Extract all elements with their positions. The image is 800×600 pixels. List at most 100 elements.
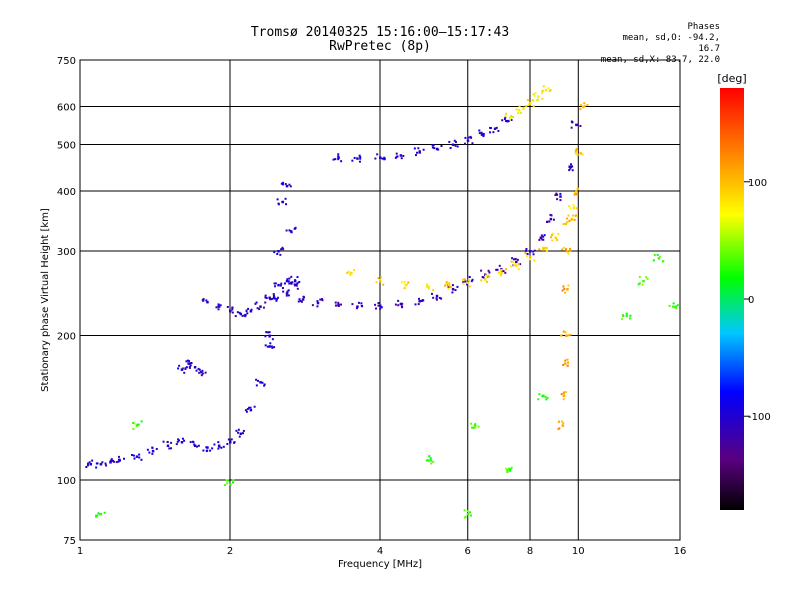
data-point bbox=[435, 294, 439, 298]
data-point-jitter bbox=[550, 214, 553, 217]
data-point-jitter bbox=[430, 459, 433, 462]
data-point-jitter bbox=[549, 213, 552, 216]
data-point-jitter bbox=[422, 148, 425, 151]
data-point-jitter bbox=[347, 270, 350, 273]
data-point-jitter bbox=[274, 285, 277, 288]
data-point-jitter bbox=[414, 154, 417, 157]
data-point bbox=[515, 264, 518, 267]
data-point-jitter bbox=[656, 253, 659, 256]
data-point-jitter bbox=[351, 159, 354, 162]
data-point-jitter bbox=[287, 289, 290, 292]
data-point-jitter bbox=[425, 459, 428, 462]
data-point-jitter bbox=[467, 136, 470, 139]
data-point bbox=[193, 444, 197, 448]
data-point-jitter bbox=[414, 303, 417, 306]
data-point-jitter bbox=[213, 443, 216, 446]
data-point-jitter bbox=[447, 287, 450, 290]
data-point-jitter bbox=[572, 207, 575, 210]
data-point-jitter bbox=[248, 406, 251, 409]
data-point-jitter bbox=[574, 152, 577, 155]
data-point-jitter bbox=[502, 270, 505, 273]
data-point-jitter bbox=[471, 278, 474, 281]
data-point-jitter bbox=[229, 439, 232, 442]
data-point-jitter bbox=[351, 303, 354, 306]
data-point-jitter bbox=[582, 106, 585, 109]
data-point-jitter bbox=[497, 271, 500, 274]
data-point-jitter bbox=[469, 135, 472, 138]
data-point-jitter bbox=[131, 453, 134, 456]
data-point-jitter bbox=[517, 268, 520, 271]
data-point bbox=[625, 314, 629, 318]
data-point-jitter bbox=[583, 104, 586, 107]
data-point-jitter bbox=[117, 458, 120, 461]
data-point bbox=[566, 220, 569, 224]
data-point-jitter bbox=[166, 441, 169, 444]
y-tick-label: 400 bbox=[57, 187, 76, 198]
data-point-jitter bbox=[481, 275, 484, 278]
data-point-jitter bbox=[151, 446, 154, 449]
data-point-jitter bbox=[275, 299, 278, 302]
data-point-jitter bbox=[140, 458, 143, 461]
data-point bbox=[536, 95, 540, 98]
data-point-jitter bbox=[217, 447, 220, 450]
data-point-jitter bbox=[675, 307, 678, 310]
data-point-jitter bbox=[470, 426, 473, 429]
data-point-jitter bbox=[300, 300, 303, 303]
data-point-jitter bbox=[562, 395, 565, 398]
data-point-jitter bbox=[447, 285, 450, 288]
data-point bbox=[200, 370, 203, 374]
data-point-jitter bbox=[257, 379, 260, 382]
data-point-jitter bbox=[638, 275, 641, 278]
data-point-jitter bbox=[332, 158, 335, 161]
data-point-jitter bbox=[562, 285, 565, 288]
data-point-jitter bbox=[498, 264, 501, 267]
y-tick-label: 200 bbox=[57, 332, 76, 343]
data-point-jitter bbox=[241, 432, 244, 435]
data-point-jitter bbox=[580, 104, 583, 107]
data-point-jitter bbox=[522, 107, 525, 110]
data-point-jitter bbox=[468, 276, 471, 279]
data-point-jitter bbox=[557, 232, 560, 235]
data-point-jitter bbox=[507, 119, 510, 122]
data-point-jitter bbox=[540, 92, 543, 95]
data-point-jitter bbox=[559, 192, 562, 195]
data-point-jitter bbox=[285, 229, 288, 232]
data-point-jitter bbox=[461, 278, 464, 281]
data-point-jitter bbox=[224, 484, 227, 487]
data-point-jitter bbox=[629, 314, 632, 317]
data-point-jitter bbox=[377, 277, 380, 280]
data-point-jitter bbox=[198, 371, 201, 374]
data-point-jitter bbox=[510, 118, 513, 121]
data-point-jitter bbox=[288, 183, 291, 186]
data-point-jitter bbox=[397, 304, 400, 307]
data-point-jitter bbox=[178, 364, 181, 367]
data-point-jitter bbox=[220, 446, 223, 449]
data-point-jitter bbox=[432, 289, 435, 292]
data-point-jitter bbox=[549, 236, 552, 239]
data-point-jitter bbox=[572, 203, 575, 206]
data-point-jitter bbox=[218, 445, 221, 448]
data-point-jitter bbox=[466, 283, 469, 286]
data-point-jitter bbox=[480, 131, 483, 134]
data-point-jitter bbox=[542, 248, 545, 251]
y-tick-label: 600 bbox=[57, 103, 76, 114]
data-point-jitter bbox=[445, 281, 448, 284]
data-point bbox=[435, 147, 439, 151]
data-point-jitter bbox=[237, 431, 240, 434]
data-point-jitter bbox=[357, 301, 360, 304]
data-point-jitter bbox=[544, 247, 547, 250]
data-point-jitter bbox=[527, 103, 530, 106]
data-point-jitter bbox=[170, 447, 173, 450]
data-point-jitter bbox=[628, 317, 631, 320]
data-point-jitter bbox=[337, 158, 340, 161]
data-point-jitter bbox=[98, 513, 101, 516]
data-point-jitter bbox=[583, 102, 586, 105]
data-point-jitter bbox=[284, 183, 287, 186]
data-point-jitter bbox=[234, 315, 237, 318]
data-point-jitter bbox=[264, 335, 267, 338]
data-point-jitter bbox=[405, 283, 408, 286]
data-point-jitter bbox=[349, 271, 352, 274]
data-point-jitter bbox=[377, 302, 380, 305]
data-point-jitter bbox=[111, 459, 114, 462]
data-point-jitter bbox=[577, 187, 580, 190]
